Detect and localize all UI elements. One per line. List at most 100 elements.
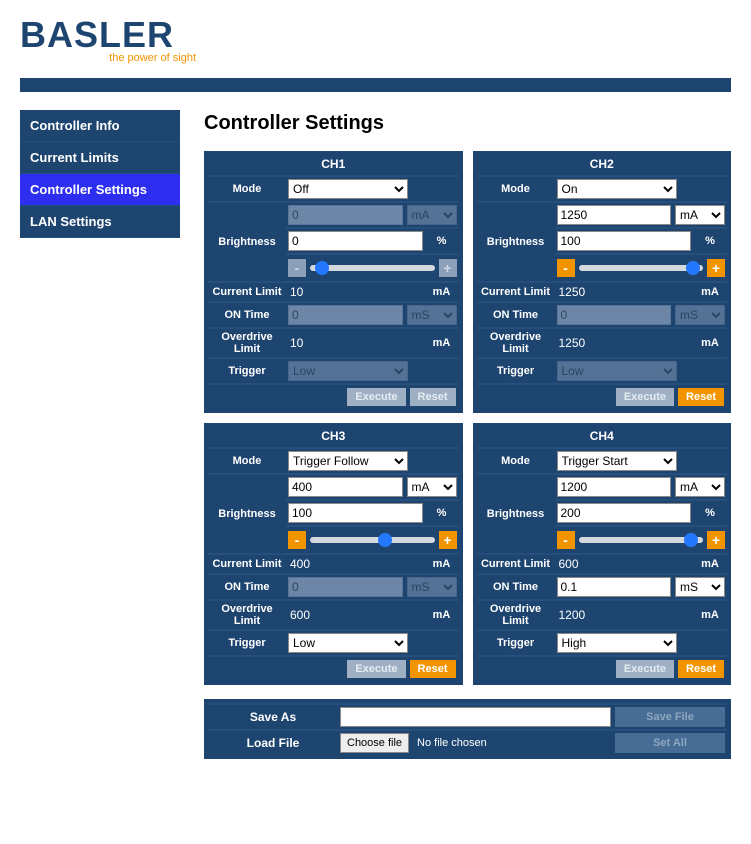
- content: Controller Info Current Limits Controlle…: [0, 92, 751, 779]
- on-time-label: ON Time: [477, 303, 555, 327]
- brightness-slider[interactable]: [310, 537, 435, 543]
- slider-thumb[interactable]: [686, 261, 700, 275]
- on-time-input: [288, 577, 403, 597]
- channel-title: CH2: [477, 155, 728, 175]
- execute-button: Execute: [347, 388, 405, 406]
- ma-unit-label: mA: [695, 558, 725, 570]
- current-limit-label: Current Limit: [477, 283, 555, 301]
- trigger-label: Trigger: [208, 631, 286, 655]
- brightness-minus-button[interactable]: -: [288, 531, 306, 549]
- channel-panel-ch4: CH4ModeOffOnTrigger FollowTrigger StartB…: [473, 423, 732, 685]
- save-file-button[interactable]: Save File: [615, 707, 725, 727]
- file-chosen-status: No file chosen: [413, 737, 487, 749]
- brightness-label: Brightness: [477, 475, 555, 553]
- nav-item-controller-settings[interactable]: Controller Settings: [20, 174, 180, 206]
- channel-panel-ch3: CH3ModeOffOnTrigger FollowTrigger StartB…: [204, 423, 463, 685]
- brightness-minus-button[interactable]: -: [557, 259, 575, 277]
- on-time-unit-select: mS: [407, 305, 457, 325]
- header: BASLER the power of sight: [0, 0, 751, 70]
- brightness-ma-unit-select[interactable]: mA: [675, 205, 725, 225]
- on-time-label: ON Time: [208, 303, 286, 327]
- overdrive-limit-label: Overdrive Limit: [208, 329, 286, 357]
- trigger-label: Trigger: [208, 359, 286, 383]
- brightness-pct-input[interactable]: [557, 231, 692, 251]
- brightness-slider[interactable]: [579, 265, 704, 271]
- ma-unit-label: mA: [695, 286, 725, 298]
- page-title: Controller Settings: [204, 112, 731, 135]
- brightness-slider[interactable]: [579, 537, 704, 543]
- on-time-unit-select[interactable]: mS: [675, 577, 725, 597]
- execute-button: Execute: [616, 388, 674, 406]
- channel-title: CH4: [477, 427, 728, 447]
- brightness-minus-button: -: [288, 259, 306, 277]
- ma-unit-label: mA: [427, 558, 457, 570]
- execute-button: Execute: [347, 660, 405, 678]
- brightness-pct-input[interactable]: [288, 503, 423, 523]
- brightness-ma-unit-select[interactable]: mA: [407, 477, 457, 497]
- set-all-button[interactable]: Set All: [615, 733, 725, 753]
- brightness-ma-input[interactable]: [557, 477, 672, 497]
- slider-thumb[interactable]: [315, 261, 329, 275]
- ma-unit-label: mA: [695, 609, 725, 621]
- overdrive-limit-label: Overdrive Limit: [208, 601, 286, 629]
- overdrive-limit-label: Overdrive Limit: [477, 329, 555, 357]
- mode-select[interactable]: OffOnTrigger FollowTrigger Start: [288, 451, 408, 471]
- on-time-label: ON Time: [477, 575, 555, 599]
- main-panel: Controller Settings CH1ModeOffOnTrigger …: [204, 110, 731, 759]
- current-limit-label: Current Limit: [208, 555, 286, 573]
- mode-label: Mode: [477, 177, 555, 201]
- brightness-minus-button[interactable]: -: [557, 531, 575, 549]
- brightness-pct-input[interactable]: [557, 503, 692, 523]
- header-bar: [20, 78, 731, 92]
- nav-item-controller-info[interactable]: Controller Info: [20, 110, 180, 142]
- brightness-plus-button[interactable]: +: [707, 259, 725, 277]
- brightness-plus-button[interactable]: +: [439, 531, 457, 549]
- mode-label: Mode: [208, 449, 286, 473]
- brightness-ma-unit-select: mA: [407, 205, 457, 225]
- brightness-plus-button[interactable]: +: [707, 531, 725, 549]
- brightness-pct-input[interactable]: [288, 231, 423, 251]
- brightness-ma-input: [288, 205, 403, 225]
- on-time-unit-select: mS: [675, 305, 725, 325]
- file-panel: Save As Save File Load File Choose file …: [204, 699, 731, 759]
- logo-text: BASLER: [20, 14, 198, 56]
- logo: BASLER the power of sight: [20, 14, 198, 64]
- on-time-input: [288, 305, 403, 325]
- slider-thumb[interactable]: [684, 533, 698, 547]
- pct-unit-label: %: [427, 507, 457, 519]
- current-limit-label: Current Limit: [208, 283, 286, 301]
- on-time-input[interactable]: [557, 577, 672, 597]
- channel-grid: CH1ModeOffOnTrigger FollowTrigger StartB…: [204, 151, 731, 685]
- on-time-unit-select: mS: [407, 577, 457, 597]
- brightness-ma-input[interactable]: [557, 205, 672, 225]
- trigger-select[interactable]: LowHigh: [557, 633, 677, 653]
- channel-title: CH3: [208, 427, 459, 447]
- pct-unit-label: %: [695, 507, 725, 519]
- trigger-select: LowHigh: [557, 361, 677, 381]
- pct-unit-label: %: [427, 235, 457, 247]
- current-limit-value: 600: [557, 557, 692, 571]
- reset-button[interactable]: Reset: [678, 660, 724, 678]
- mode-select[interactable]: OffOnTrigger FollowTrigger Start: [557, 451, 677, 471]
- trigger-select[interactable]: LowHigh: [288, 633, 408, 653]
- nav-item-current-limits[interactable]: Current Limits: [20, 142, 180, 174]
- current-limit-label: Current Limit: [477, 555, 555, 573]
- channel-title: CH1: [208, 155, 459, 175]
- nav-item-lan-settings[interactable]: LAN Settings: [20, 206, 180, 238]
- mode-select[interactable]: OffOnTrigger FollowTrigger Start: [557, 179, 677, 199]
- ma-unit-label: mA: [427, 609, 457, 621]
- reset-button[interactable]: Reset: [678, 388, 724, 406]
- mode-select[interactable]: OffOnTrigger FollowTrigger Start: [288, 179, 408, 199]
- brightness-ma-input[interactable]: [288, 477, 403, 497]
- overdrive-limit-value: 600: [288, 608, 423, 622]
- sidebar-nav: Controller Info Current Limits Controlle…: [20, 110, 180, 238]
- choose-file-button[interactable]: Choose file: [340, 733, 409, 753]
- trigger-label: Trigger: [477, 359, 555, 383]
- save-as-input[interactable]: [340, 707, 611, 727]
- overdrive-limit-value: 1250: [557, 336, 692, 350]
- overdrive-limit-value: 1200: [557, 608, 692, 622]
- brightness-slider[interactable]: [310, 265, 435, 271]
- slider-thumb[interactable]: [378, 533, 392, 547]
- brightness-ma-unit-select[interactable]: mA: [675, 477, 725, 497]
- reset-button[interactable]: Reset: [410, 660, 456, 678]
